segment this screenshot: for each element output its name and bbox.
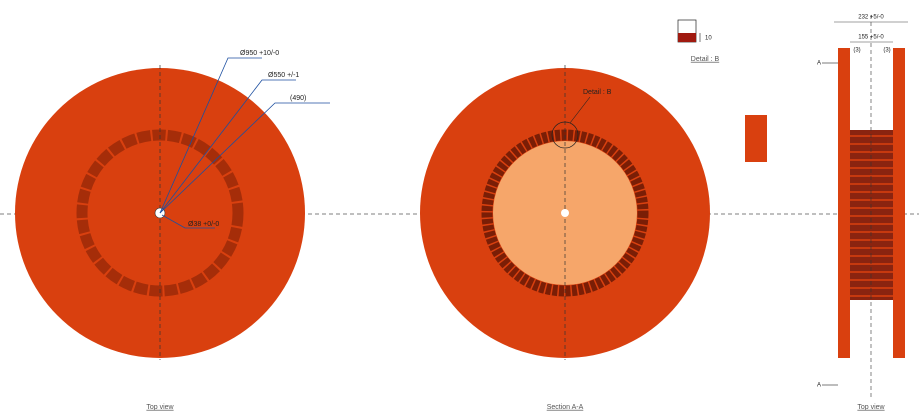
section-mark: A (817, 61, 821, 67)
flange (893, 48, 905, 358)
leader (161, 214, 215, 229)
side-view: 232 +5/-0 155 +5/-0 (3) (3) A A Top view (817, 15, 908, 411)
flange (838, 48, 850, 358)
callout: Detail : B (583, 89, 612, 96)
hub (561, 209, 569, 217)
caption: Section A-A (547, 404, 584, 411)
dimension: 155 +5/-0 (858, 35, 884, 41)
caption: Top view (857, 404, 885, 411)
segment-block (745, 115, 767, 162)
dimension: Ø950 +10/-0 (240, 50, 279, 57)
leader (159, 79, 296, 214)
section-view: Detail : B Section A-A (420, 65, 710, 411)
detail: 10 Detail : B (677, 19, 767, 162)
stripes (850, 135, 893, 297)
dimension: 10 (705, 36, 712, 42)
dimension: (3) (853, 48, 860, 54)
leader (159, 102, 330, 214)
dimension: Ø38 +0/-0 (188, 221, 219, 228)
leader (159, 57, 262, 214)
dimension: (490) (290, 95, 306, 102)
core (850, 130, 893, 300)
dimension: (3) (883, 48, 890, 54)
front-view: Ø950 +10/-0 Ø550 +/-1 (490) Ø38 +0/-0 To… (15, 50, 330, 411)
detail-fill (678, 33, 696, 42)
detail-title: Detail : B (691, 56, 720, 63)
caption: Top view (146, 404, 174, 411)
dimension: Ø550 +/-1 (268, 72, 299, 79)
detail-circle (551, 121, 579, 149)
dimension: 232 +5/-0 (858, 15, 884, 21)
leader (569, 96, 591, 124)
section-mark: A (817, 383, 821, 389)
